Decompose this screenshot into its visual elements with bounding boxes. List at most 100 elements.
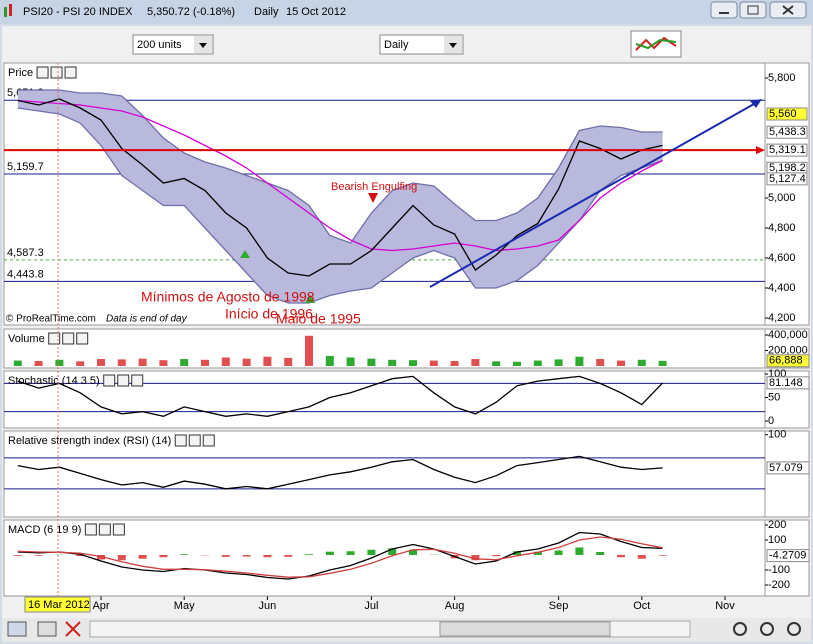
- panel-icon: [84, 523, 97, 536]
- volume-bar: [117, 359, 126, 366]
- volume-bar: [13, 360, 22, 366]
- panel-icon: [62, 332, 75, 345]
- volume-bar: [409, 360, 417, 366]
- price-box: [766, 125, 808, 139]
- date: 15 Oct 2012: [286, 6, 346, 18]
- volume-bar: [242, 358, 251, 366]
- bottom-toolbar[interactable]: [2, 618, 811, 642]
- histogram-bar: [367, 549, 376, 555]
- panel-title: Stochastic (14 3 5): [8, 375, 100, 387]
- histogram-bar: [305, 554, 313, 555]
- panel-icon: [188, 434, 201, 447]
- histogram-bar: [117, 555, 126, 561]
- level-label: 4,587.3: [7, 247, 44, 259]
- title-bar: [0, 0, 813, 24]
- price-box-label: 5,438.3: [769, 126, 806, 138]
- annotation: Mínimos de Agosto de 1998: [141, 289, 315, 305]
- panel-title: Price: [8, 67, 33, 79]
- x-tick-label: Aug: [445, 600, 465, 612]
- volume-bar: [325, 355, 334, 366]
- panel-icon: [98, 523, 111, 536]
- volume-bar: [658, 360, 667, 366]
- cursor-date-box: [24, 596, 91, 613]
- panel-icon: [103, 374, 116, 387]
- volume-bar: [138, 358, 147, 366]
- price-box: [766, 172, 808, 186]
- y-tick-label: 4,200: [768, 312, 796, 324]
- volume-bar: [471, 359, 480, 366]
- price-box-label: 5,319.1: [769, 144, 806, 156]
- histogram-bar: [409, 549, 417, 555]
- volume-bar: [284, 357, 293, 366]
- volume-bar: [388, 359, 397, 366]
- x-tick-label: Sep: [549, 600, 569, 612]
- price-box-label: 5,198.2: [769, 162, 806, 174]
- app-icon: [4, 4, 12, 17]
- histogram-bar: [325, 551, 334, 555]
- signal-arrow: [240, 250, 250, 258]
- price-box: [766, 143, 808, 157]
- panel: [3, 430, 766, 518]
- histogram-bar: [346, 551, 355, 555]
- volume-bar: [159, 360, 168, 366]
- panel-title: Relative strength index (RSI) (14): [8, 435, 171, 447]
- annotation: Maio de 1995: [276, 311, 361, 327]
- current-value: 57.079: [769, 462, 803, 474]
- current-value: 66,888: [769, 355, 803, 367]
- units-dropdown[interactable]: [132, 34, 214, 55]
- volume-bar: [575, 356, 584, 366]
- footer-source: © ProRealTime.com: [6, 314, 96, 325]
- panel-icon: [131, 374, 144, 387]
- histogram-bar: [263, 555, 272, 558]
- histogram-bar: [617, 555, 625, 558]
- histogram-bar: [388, 548, 397, 555]
- window-buttons[interactable]: [710, 1, 807, 19]
- x-tick-label: Nov: [715, 600, 735, 612]
- volume-bar: [34, 360, 43, 366]
- axis-area: [764, 62, 810, 326]
- panel-icon: [202, 434, 215, 447]
- volume-bar: [305, 335, 313, 366]
- volume-bar: [76, 361, 85, 366]
- annotation: Início de 1996: [225, 306, 313, 322]
- histogram-bar: [180, 554, 189, 555]
- period-dropdown[interactable]: [379, 34, 464, 55]
- histogram-bar: [554, 550, 563, 555]
- current-box: [766, 549, 810, 563]
- volume-bar: [450, 360, 459, 366]
- histogram-bar: [97, 555, 105, 560]
- y-tick-label: 200: [768, 519, 786, 531]
- panel-title: Volume: [8, 333, 45, 345]
- y-tick-label: 50: [768, 391, 780, 403]
- series-line: [17, 89, 663, 244]
- volume-bar: [429, 360, 438, 366]
- y-tick-label: -200: [768, 579, 790, 591]
- y-tick-label: 100: [768, 534, 786, 546]
- price-box-label: 5,127.4: [769, 173, 806, 185]
- panel-icon: [64, 66, 77, 79]
- histogram-bar: [34, 555, 43, 556]
- histogram-bar: [13, 555, 22, 556]
- quote: 5,350.72 (-0.18%): [147, 6, 235, 18]
- period: Daily: [254, 6, 279, 18]
- volume-bar: [180, 359, 189, 366]
- panel-icon: [50, 66, 63, 79]
- volume-bar: [554, 359, 563, 366]
- volume-bar: [97, 359, 105, 366]
- indicator-button[interactable]: [630, 30, 682, 58]
- current-box: [766, 354, 810, 368]
- histogram-bar: [138, 555, 147, 559]
- histogram-bar: [284, 555, 293, 557]
- x-tick-label: Oct: [633, 600, 650, 612]
- series-line: [17, 531, 663, 580]
- current-box: [766, 376, 810, 390]
- histogram-bar: [159, 555, 168, 558]
- y-tick-label: -100: [768, 564, 790, 576]
- histogram-bar: [492, 555, 501, 557]
- panel-icon: [112, 523, 125, 536]
- volume-bar: [492, 361, 501, 366]
- cursor-date: 16 Mar 2012: [28, 599, 90, 611]
- panel-title: MACD (6 19 9): [8, 524, 81, 536]
- level-arrow: [756, 146, 765, 155]
